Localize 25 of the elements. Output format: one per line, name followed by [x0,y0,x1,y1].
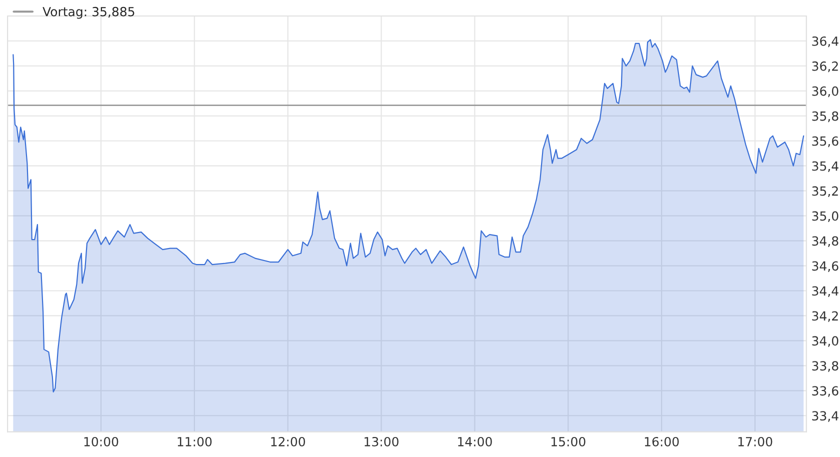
y-tick-label: 33,4 [812,411,838,422]
y-tick-label: 34,4 [812,286,838,297]
x-tick-label: 10:00 [84,436,118,446]
x-tick-label: 12:00 [271,436,306,446]
y-tick-label: 35,0 [812,211,838,222]
x-tick-label: 15:00 [552,436,586,446]
y-tick-label: 34,6 [812,261,838,272]
x-tick-label: 13:00 [364,436,398,446]
legend-label: Vortag: 35,885 [42,6,134,19]
y-tick-label: 33,6 [812,386,838,397]
y-tick-label: 35,6 [812,136,838,148]
y-tick-label: 36,2 [812,61,838,72]
y-tick-label: 33,8 [812,361,838,372]
x-tick-label: 16:00 [644,436,679,446]
x-tick-label: 14:00 [458,436,492,446]
y-tick-label: 35,4 [812,161,838,172]
x-tick-label: 11:00 [178,436,212,446]
y-tick-label: 34,0 [812,336,838,347]
x-tick-label: 17:00 [738,436,772,446]
y-tick-label: 36,0 [812,86,838,98]
y-tick-label: 34,8 [812,236,838,247]
y-tick-label: 34,2 [812,311,838,322]
y-tick-label: 35,8 [812,111,838,122]
y-tick-label: 36,4 [812,36,838,48]
y-tick-label: 35,2 [812,186,838,198]
